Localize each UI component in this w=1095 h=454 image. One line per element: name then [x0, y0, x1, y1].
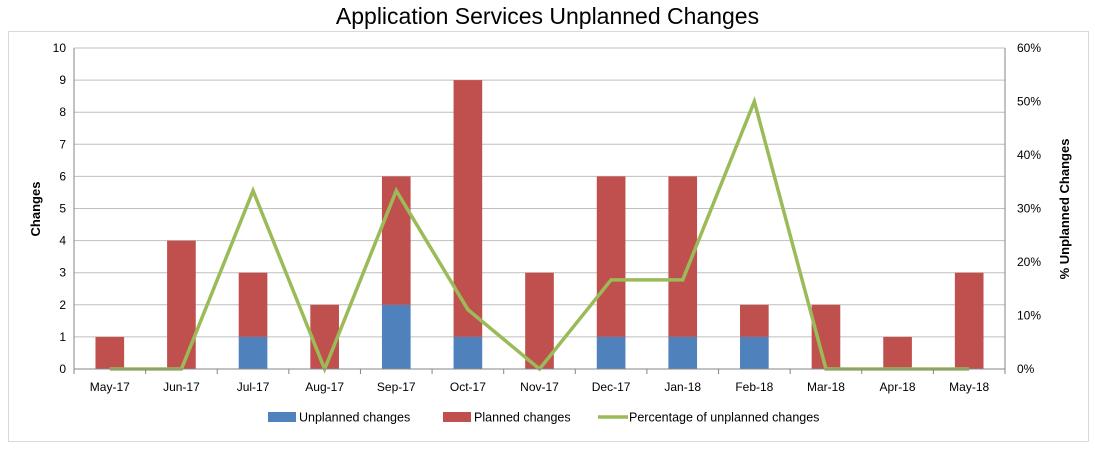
planned-bar — [238, 272, 268, 337]
y2-axis-title: % Unplanned Changes — [1057, 139, 1072, 280]
legend-unplanned-label: Unplanned changes — [299, 411, 410, 425]
y2-tick-label: 0% — [1017, 362, 1035, 376]
x-tick-label: Nov-17 — [520, 380, 559, 394]
chart-title: Application Services Unplanned Changes — [335, 3, 760, 29]
y2-tick-label: 30% — [1017, 202, 1041, 216]
planned-bar — [740, 304, 769, 337]
y-tick-label: 8 — [59, 105, 66, 119]
y-tick-labels: 0 1 2 3 4 5 6 7 8 9 10 — [53, 41, 67, 376]
planned-bar — [381, 176, 411, 305]
x-tick-label: Sep-17 — [377, 380, 416, 394]
y-tick-label: 9 — [59, 73, 66, 87]
planned-bar — [95, 336, 125, 369]
x-tick-label: Mar-18 — [807, 380, 845, 394]
y2-tick-label: 10% — [1017, 309, 1041, 323]
y-tick-label: 7 — [59, 137, 66, 151]
y2-tick-label: 50% — [1017, 95, 1041, 109]
x-tick-labels: May-17 Jun-17 Jul-17 Aug-17 Sep-17 Oct-17 Nov-… — [90, 380, 990, 394]
unplanned-bar — [740, 336, 769, 369]
x-tick-label: Aug-17 — [305, 380, 344, 394]
x-tick-label: Jan-18 — [664, 380, 701, 394]
x-tick-label: Jun-17 — [163, 380, 200, 394]
y-tick-label: 3 — [59, 266, 66, 280]
y2-tick-label: 40% — [1017, 148, 1041, 162]
y2-tick-label: 60% — [1017, 41, 1041, 55]
x-tick-label: Dec-17 — [592, 380, 631, 394]
chart-border — [8, 31, 1089, 442]
y-tick-label: 1 — [59, 330, 66, 344]
legend-planned-label: Planned changes — [474, 411, 571, 425]
planned-bar — [954, 272, 984, 369]
x-tick-label: Oct-17 — [450, 380, 486, 394]
y2-tick-labels: 0% 10% 20% 30% 40% 50% 60% — [1017, 41, 1041, 376]
unplanned-bar — [381, 304, 411, 369]
planned-bar — [525, 272, 554, 369]
x-tick-label: Apr-18 — [880, 380, 916, 394]
unplanned-bar — [453, 336, 483, 369]
y-tick-label: 2 — [59, 298, 66, 312]
x-tick-label: Feb-18 — [735, 380, 773, 394]
legend-planned-swatch — [443, 412, 471, 422]
y-tick-label: 5 — [59, 202, 66, 216]
unplanned-bar — [238, 336, 268, 369]
y-axis-title: Changes — [28, 182, 43, 237]
y-tick-label: 10 — [53, 41, 67, 55]
legend-unplanned-swatch — [268, 412, 296, 422]
planned-bar — [883, 336, 912, 369]
planned-bar — [310, 304, 339, 369]
x-tick-label: May-18 — [949, 380, 989, 394]
planned-bar — [167, 240, 196, 369]
y-tick-label: 6 — [59, 169, 66, 183]
planned-bar — [596, 176, 626, 337]
x-tick-label: Jul-17 — [237, 380, 270, 394]
y-tick-label: 4 — [59, 234, 66, 248]
y2-tick-label: 20% — [1017, 255, 1041, 269]
unplanned-bar — [596, 336, 626, 369]
y-tick-label: 0 — [59, 362, 66, 376]
unplanned-bar — [668, 336, 698, 369]
legend-percentage-label: Percentage of unplanned changes — [629, 411, 819, 425]
bars — [95, 80, 984, 369]
x-tick-label: May-17 — [90, 380, 130, 394]
axes — [73, 48, 1006, 374]
legend: Unplanned changes Planned changes Percenta… — [268, 411, 819, 425]
planned-bar — [453, 80, 483, 337]
